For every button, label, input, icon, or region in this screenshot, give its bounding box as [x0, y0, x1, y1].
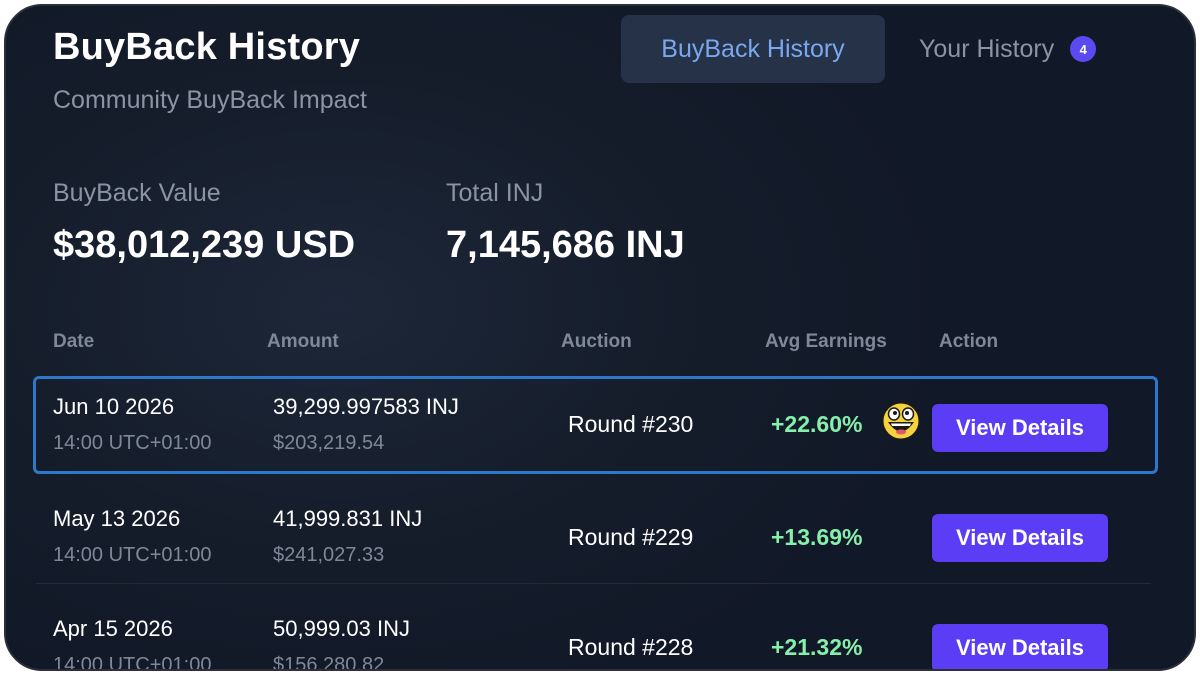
tab-your-history[interactable]: Your History 4	[919, 15, 1097, 83]
row-date: Apr 15 2026	[53, 616, 173, 641]
row-date: May 13 2026	[53, 506, 181, 531]
buyback-panel: BuyBack History Community BuyBack Impact…	[4, 4, 1196, 671]
column-header-amount: Amount	[267, 331, 339, 352]
row-round: Round #228	[568, 634, 694, 660]
row-date: Jun 10 2026	[53, 394, 175, 419]
tab-buyback-history[interactable]: BuyBack History	[621, 15, 885, 83]
table-row: Apr 15 2026 14:00 UTC+01:00 50,999.03 IN…	[36, 594, 1151, 671]
row-round: Round #229	[568, 524, 694, 550]
stat-value-total-inj: 7,145,686 INJ	[446, 224, 685, 266]
row-time: 14:00 UTC+01:00	[53, 654, 212, 671]
column-header-date: Date	[53, 331, 95, 352]
row-round: Round #230	[568, 411, 694, 437]
column-header-action: Action	[939, 331, 999, 352]
count-badge: 4	[1070, 36, 1097, 62]
laughing-face-icon	[881, 401, 921, 441]
page-title: BuyBack History	[53, 26, 361, 68]
page-subtitle: Community BuyBack Impact	[53, 86, 367, 114]
table-row: May 13 2026 14:00 UTC+01:00 41,999.831 I…	[36, 484, 1151, 584]
row-amount: 39,299.997583 INJ	[273, 394, 459, 419]
row-highlight-outline	[33, 376, 1158, 474]
view-details-button[interactable]: View Details	[932, 514, 1108, 562]
tab-label: BuyBack History	[661, 34, 845, 63]
row-earnings: +22.60%	[771, 411, 863, 437]
view-details-button[interactable]: View Details	[932, 404, 1108, 452]
column-header-auction: Auction	[561, 331, 632, 352]
row-earnings: +13.69%	[771, 524, 863, 550]
row-time: 14:00 UTC+01:00	[53, 432, 212, 454]
tab-label: Your History	[919, 34, 1055, 63]
stat-value-buyback-value: $38,012,239 USD	[53, 224, 356, 266]
stat-label-buyback-value: BuyBack Value	[53, 179, 221, 207]
row-usd-value: $203,219.54	[273, 432, 385, 454]
table-row: Jun 10 2026 14:00 UTC+01:00 39,299.99758…	[36, 374, 1151, 474]
view-details-button[interactable]: View Details	[932, 624, 1108, 669]
column-header-avg-earnings: Avg Earnings	[765, 331, 887, 352]
stat-label-total-inj: Total INJ	[446, 179, 544, 207]
row-amount: 50,999.03 INJ	[273, 616, 410, 641]
row-earnings: +21.32%	[771, 634, 863, 660]
row-time: 14:00 UTC+01:00	[53, 544, 212, 566]
row-usd-value: $241,027.33	[273, 544, 385, 566]
row-amount: 41,999.831 INJ	[273, 506, 423, 531]
row-usd-value: $156,280.82	[273, 654, 385, 671]
